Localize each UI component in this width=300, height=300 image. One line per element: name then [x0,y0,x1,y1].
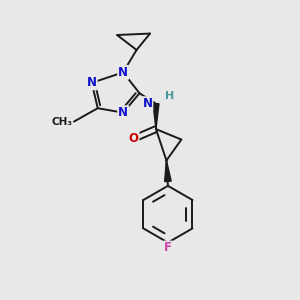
Text: H: H [165,91,174,101]
Text: N: N [142,97,152,110]
Text: N: N [118,106,128,119]
Text: N: N [87,76,97,89]
Polygon shape [165,160,171,182]
Text: N: N [118,66,128,79]
Text: CH₃: CH₃ [51,117,72,127]
Text: F: F [164,242,172,254]
Text: O: O [129,132,139,145]
Polygon shape [153,104,159,129]
